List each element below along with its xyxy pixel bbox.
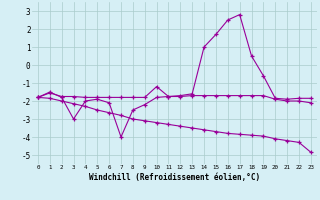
X-axis label: Windchill (Refroidissement éolien,°C): Windchill (Refroidissement éolien,°C) [89, 173, 260, 182]
